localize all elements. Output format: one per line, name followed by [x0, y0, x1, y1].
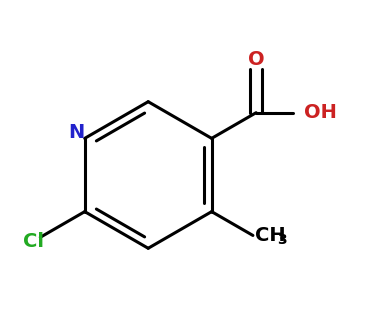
Text: N: N [69, 123, 85, 142]
Text: OH: OH [304, 103, 337, 122]
Text: CH: CH [255, 226, 285, 245]
Text: 3: 3 [277, 233, 287, 247]
Text: Cl: Cl [23, 232, 44, 251]
Text: O: O [248, 50, 264, 69]
